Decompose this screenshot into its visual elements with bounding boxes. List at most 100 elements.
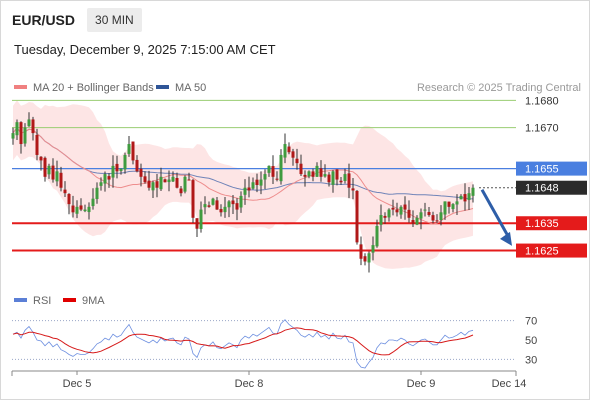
candle-body (51, 165, 55, 180)
candle-body (31, 119, 35, 134)
candle-body (439, 212, 443, 221)
candle-body (131, 141, 135, 161)
candle-body (187, 179, 191, 181)
ma20-legend-swatch (14, 85, 27, 89)
candle-body (155, 181, 159, 188)
candle-body (423, 209, 427, 211)
candle-body (367, 253, 371, 263)
candle-body (323, 174, 327, 177)
forecast-arrow-shaft (480, 188, 511, 239)
candle-body (307, 171, 311, 177)
ma50-legend-label: MA 50 (175, 82, 206, 94)
level-labels: 1.1680 1.1670 1.1655 1.1648 1.1635 1.1625 (516, 95, 587, 258)
ma20-line (12, 126, 474, 225)
candle-body (319, 168, 323, 177)
candle-body (115, 163, 119, 172)
timeframe-badge[interactable]: 30 MIN (87, 8, 142, 32)
candle-body (215, 200, 219, 210)
candle-body (415, 217, 419, 225)
candle-body (159, 176, 163, 190)
ma20-path (12, 126, 474, 225)
candle-body (427, 212, 431, 216)
x-axis: Dec 5 Dec 8 Dec 9 Dec 14 (11, 370, 526, 390)
candle-body (55, 171, 59, 182)
x-tick-label: Dec 8 (235, 378, 264, 390)
candle-body (251, 182, 255, 189)
candle-body (123, 154, 127, 170)
candle-body (359, 244, 363, 259)
level-tag-2 (516, 161, 587, 176)
candle-body (91, 198, 95, 207)
candle-body (375, 225, 379, 247)
candle-body (247, 187, 251, 191)
bollinger-band-area (13, 100, 473, 269)
candle-body (83, 209, 87, 212)
candle-body (391, 207, 395, 210)
candle-body (179, 188, 183, 194)
candle-body (459, 195, 463, 200)
rsi-panel: RSI 9MA 70 50 30 (12, 295, 537, 369)
price-legend: MA 20 + Bollinger Bands MA 50 Research ©… (14, 82, 581, 94)
candle-body (227, 201, 231, 208)
ma9-legend-label: 9MA (82, 295, 105, 307)
rsi-ma9-line (12, 327, 474, 356)
candle-body (243, 187, 247, 195)
rsi-line (12, 319, 474, 369)
symbol-title: EUR/USD (12, 12, 76, 28)
rsi-tick-30: 30 (525, 354, 537, 366)
candle-body (87, 206, 91, 213)
candle-body (19, 122, 23, 145)
candle-body (47, 165, 51, 175)
candle-body (119, 168, 123, 172)
candle-body (431, 215, 435, 221)
candle-body (455, 201, 459, 205)
candle-body (463, 194, 467, 202)
candle-body (111, 165, 115, 178)
candle-body (59, 172, 63, 188)
ma50-legend-swatch (156, 85, 169, 89)
candle-body (283, 144, 287, 158)
chart-header: EUR/USD 30 MIN (1, 8, 142, 32)
candle-body (299, 163, 303, 175)
candle-body (451, 204, 455, 210)
candle-body (311, 171, 315, 177)
candle-body (195, 218, 199, 229)
candle-body (183, 176, 187, 192)
candle-body (355, 190, 359, 243)
candle-body (287, 146, 291, 153)
level-tag-3 (516, 180, 587, 195)
chart-datetime: Tuesday, December 9, 2025 7:15:00 AM CET (14, 42, 276, 57)
candle-body (331, 171, 335, 185)
rsi-tick-50: 50 (525, 335, 537, 347)
forecast-arrow (480, 188, 512, 246)
candle-body (67, 194, 71, 205)
credit-text: Research © 2025 Trading Central (417, 82, 581, 94)
candle-body (63, 189, 67, 194)
candle-body (99, 182, 103, 186)
candle-body (147, 180, 151, 188)
level-label-2: 1.1655 (525, 164, 559, 176)
candle-body (143, 176, 147, 183)
candle-body (279, 154, 283, 182)
candle-body (11, 133, 15, 139)
candle-body (199, 209, 203, 229)
level-tag-5 (516, 243, 587, 258)
candle-body (351, 188, 355, 191)
rsi-tick-70: 70 (525, 316, 537, 328)
candle-body (95, 187, 99, 199)
candles (11, 112, 475, 273)
candle-body (175, 178, 179, 188)
candle-body (219, 209, 223, 213)
candle-body (171, 176, 175, 182)
forecast-arrow-head (500, 231, 512, 246)
candle-body (371, 245, 375, 253)
candle-body (347, 173, 351, 188)
candle-body (467, 193, 471, 201)
key-levels (12, 99, 516, 252)
candle-body (443, 201, 447, 215)
candle-body (151, 182, 155, 191)
candle-body (39, 156, 43, 161)
candle-body (275, 178, 279, 180)
